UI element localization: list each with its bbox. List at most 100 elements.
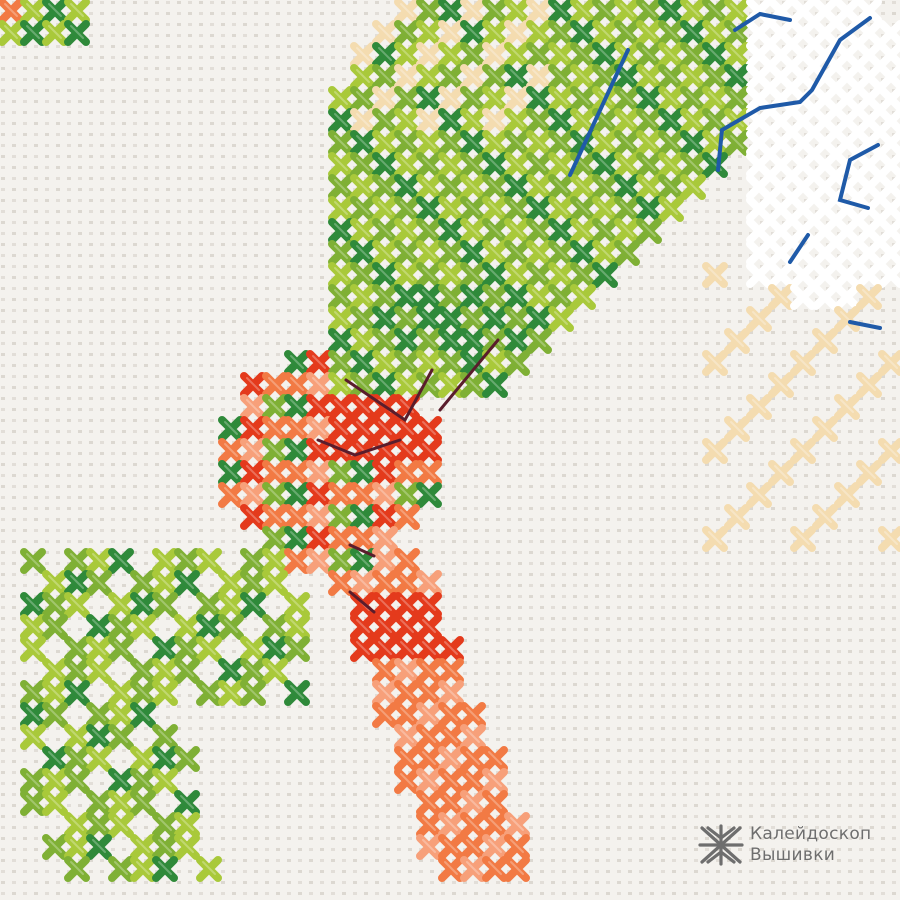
cross-stitch [284, 416, 310, 442]
cross-stitch [790, 174, 816, 200]
cross-stitch [526, 64, 552, 90]
cross-stitch [504, 350, 530, 376]
cross-stitch [0, 20, 24, 46]
cross-stitch [262, 460, 288, 486]
cross-stitch [328, 548, 354, 574]
cross-stitch [834, 64, 860, 90]
cross-stitch [658, 152, 684, 178]
cross-stitch [834, 284, 860, 310]
cross-stitch [130, 790, 156, 816]
cross-stitch [482, 768, 508, 794]
cross-stitch [878, 108, 900, 134]
cross-stitch [438, 812, 464, 838]
cross-stitch [460, 724, 486, 750]
cross-stitch [482, 64, 508, 90]
cross-stitch [812, 196, 838, 222]
cross-stitch [372, 174, 398, 200]
cross-stitch [416, 724, 442, 750]
cross-stitch [350, 108, 376, 134]
cross-stitch [636, 174, 662, 200]
cross-stitch [526, 328, 552, 354]
cross-stitch [746, 196, 772, 222]
cross-stitch [592, 196, 618, 222]
cross-stitch [284, 636, 310, 662]
maroon-backstitch-2 [438, 338, 500, 412]
cross-stitch [350, 64, 376, 90]
maroon-backstitch-1 [344, 368, 434, 423]
cross-stitch [812, 284, 838, 310]
cross-stitch [372, 504, 398, 530]
cross-stitch [834, 394, 860, 420]
cross-stitch [438, 328, 464, 354]
cross-stitch [152, 636, 178, 662]
cross-stitch [284, 548, 310, 574]
cross-stitch [878, 196, 900, 222]
cross-stitch [614, 218, 640, 244]
cross-stitch [504, 306, 530, 332]
cross-stitch [152, 834, 178, 860]
cross-stitch [570, 42, 596, 68]
cross-stitch [218, 658, 244, 684]
cross-stitch [460, 0, 486, 24]
cross-stitch [526, 108, 552, 134]
cross-stitch [240, 636, 266, 662]
cross-stitch [438, 108, 464, 134]
cross-stitch [284, 394, 310, 420]
cross-stitch [306, 548, 332, 574]
cross-stitch [350, 262, 376, 288]
cross-stitch [504, 20, 530, 46]
cross-stitch [636, 108, 662, 134]
cross-stitch [20, 548, 46, 574]
cross-stitch [42, 768, 68, 794]
cross-stitch [856, 20, 882, 46]
cross-stitch [526, 42, 552, 68]
cross-stitch [394, 702, 420, 728]
cross-stitch [790, 152, 816, 178]
blue-backstitch-5 [837, 143, 880, 210]
cross-stitch [416, 284, 442, 310]
cross-stitch [174, 636, 200, 662]
cross-stitch [878, 218, 900, 244]
cross-stitch [416, 328, 442, 354]
cross-stitch [526, 130, 552, 156]
cross-stitch [526, 86, 552, 112]
cross-stitch [658, 42, 684, 68]
cross-stitch [240, 482, 266, 508]
cross-stitch [284, 614, 310, 640]
cross-stitch [350, 394, 376, 420]
cross-stitch [328, 570, 354, 596]
cross-stitch [790, 20, 816, 46]
cross-stitch [350, 460, 376, 486]
cross-stitch [42, 658, 68, 684]
cross-stitch [174, 812, 200, 838]
backstitch-lines [316, 11, 882, 614]
cross-stitch [878, 438, 900, 464]
cross-stitch [20, 702, 46, 728]
blue-backstitch-4 [788, 233, 810, 264]
cross-stitch [20, 768, 46, 794]
cross-stitch [724, 64, 750, 90]
cross-stitch [394, 130, 420, 156]
cross-stitch [746, 130, 772, 156]
cross-stitch [416, 64, 442, 90]
cross-stitch [768, 42, 794, 68]
cross-stitch [768, 130, 794, 156]
cross-stitch [108, 812, 134, 838]
cross-stitch [394, 438, 420, 464]
cross-stitch [504, 86, 530, 112]
cross-stitch [108, 636, 134, 662]
cross-stitch [174, 614, 200, 640]
cross-stitch [790, 196, 816, 222]
cross-stitch [856, 284, 882, 310]
cross-stitch [86, 834, 112, 860]
cross-stitch [306, 482, 332, 508]
blue-backstitch-6 [848, 320, 882, 330]
cross-stitch [548, 196, 574, 222]
cross-stitch [504, 196, 530, 222]
cross-stitch [460, 768, 486, 794]
cross-stitch [42, 834, 68, 860]
cross-stitch [218, 570, 244, 596]
cross-stitch [262, 482, 288, 508]
cross-stitch [42, 746, 68, 772]
cross-stitch [724, 42, 750, 68]
